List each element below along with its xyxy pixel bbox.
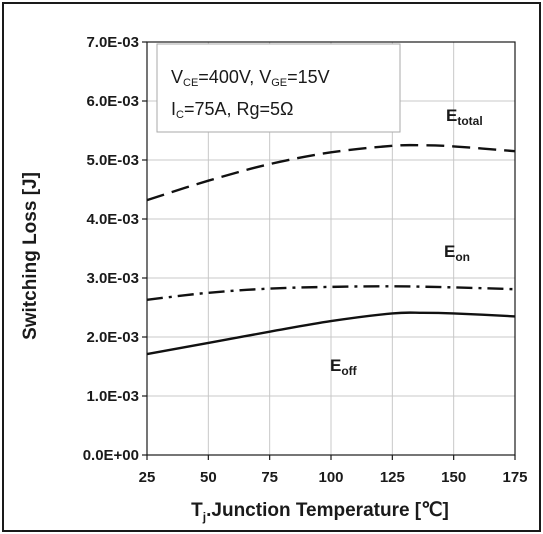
x-tick-label: 125 [380,469,405,486]
y-tick-label: 5.0E-03 [86,152,139,169]
y-axis-title: Switching Loss [J] [20,172,41,340]
series-line-off [146,311,516,356]
x-axis-title: Tj.Junction Temperature [℃] [191,500,449,524]
x-tick-label: 100 [318,469,343,486]
x-tick-label: 175 [502,469,527,486]
y-tick-label: 0.0E+00 [83,447,139,464]
conditions-line-1: VCE=400V, VGE=15V [171,67,330,89]
axis-ticks: 25 50 75 100 125 150 175 0.0E+00 1.0E-03 2.0E-03 3… [83,34,528,486]
x-tick-label: 50 [200,469,217,486]
conditions-box-frame [156,43,401,133]
series-label-eon: Eon [444,242,470,264]
x-tick-label: 25 [139,469,156,486]
x-tick-label: 150 [441,469,466,486]
conditions-box: VCE=400V, VGE=15V IC=75A, Rg=5Ω [156,43,401,133]
series-label-eoff: Eoff [330,356,358,378]
y-tick-label: 1.0E-03 [86,388,139,405]
y-tick-label: 3.0E-03 [86,270,139,287]
y-tick-label: 7.0E-03 [86,34,139,51]
y-tick-label: 2.0E-03 [86,329,139,346]
x-tick-label: 75 [261,469,278,486]
series-label-etotal: Etotal [446,106,483,128]
y-tick-label: 6.0E-03 [86,93,139,110]
series-line-total [146,143,516,202]
y-tick-label: 4.0E-03 [86,211,139,228]
series-lines [146,143,516,356]
conditions-line-2: IC=75A, Rg=5Ω [171,99,294,121]
